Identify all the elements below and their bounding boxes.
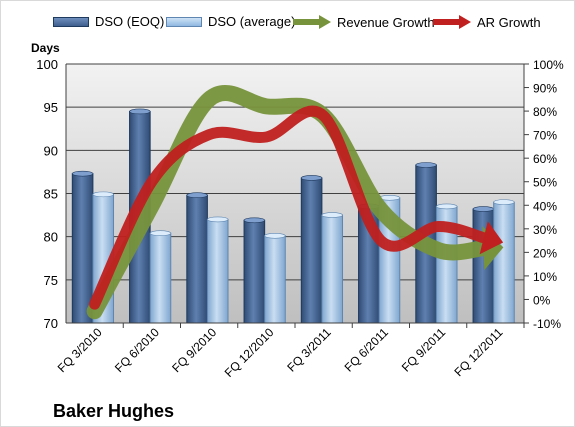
bar-cap-dso-average	[264, 233, 286, 239]
bar-dso-average	[149, 232, 172, 324]
legend-arrow-ar-icon	[433, 15, 471, 29]
legend-item-ar-growth: AR Growth	[431, 14, 541, 30]
bar-cap-dso-average	[493, 199, 515, 205]
y-axis-title: Days	[31, 41, 60, 55]
y2-tick-label: 20%	[533, 246, 557, 260]
ar-growth-arrowhead	[479, 221, 504, 255]
x-tick-label: FQ 6/2010	[112, 325, 162, 375]
bar-cap-dso-average	[207, 216, 229, 223]
y2-tick-label: 0%	[533, 293, 551, 307]
x-tick-label: FQ 9/2011	[399, 325, 449, 375]
x-tick-label: FQ 3/2011	[284, 325, 334, 375]
y2-tick-label: 30%	[533, 223, 557, 237]
legend-label-ar-growth: AR Growth	[477, 14, 541, 30]
bar-dso-average	[321, 214, 344, 324]
x-tick-label: FQ 3/2010	[55, 325, 105, 375]
company-name: Baker Hughes	[53, 401, 175, 421]
bar-dso-average	[493, 201, 515, 324]
y2-tick-label: 60%	[533, 152, 557, 166]
bar-cap-dso-average	[321, 212, 343, 218]
y2-tick-label: 80%	[533, 105, 557, 119]
y2-tick-label: 40%	[533, 199, 557, 213]
bar-dso-eoq	[243, 219, 266, 324]
y2-tick-label: -10%	[533, 317, 561, 331]
bar-cap-dso-average	[436, 203, 458, 210]
bar-dso-eoq	[186, 194, 208, 324]
bar-cap-dso-eoq	[243, 217, 265, 224]
legend-item-dso-eoq: DSO (EOQ)	[53, 14, 164, 29]
legend-item-dso-average: DSO (average)	[166, 14, 295, 29]
bar-cap-dso-average	[149, 230, 172, 237]
legend-label-dso-eoq: DSO (EOQ)	[95, 14, 165, 29]
x-tick-label: FQ 6/2011	[342, 325, 392, 375]
bar-cap-dso-eoq	[129, 108, 151, 115]
y-tick-label: 85	[44, 187, 58, 202]
bar-cap-dso-eoq	[472, 206, 494, 212]
y-tick-label: 75	[44, 273, 58, 288]
y-tick-label: 70	[44, 316, 58, 331]
bar-dso-average	[206, 218, 229, 324]
revenue-growth-line	[86, 85, 492, 320]
y2-tick-label: 70%	[533, 129, 557, 143]
bar-cap-dso-eoq	[186, 192, 208, 199]
bar-dso-eoq	[300, 177, 323, 324]
y-tick-label: 80	[44, 230, 58, 245]
legend-swatch-dso-average	[166, 16, 202, 27]
bar-dso-eoq	[71, 173, 94, 324]
bar-cap-dso-eoq	[415, 162, 437, 168]
legend-label-revenue-growth: Revenue Growth	[337, 14, 435, 30]
bar-cap-dso-eoq	[300, 175, 323, 181]
legend-item-revenue-growth: Revenue Growth	[291, 14, 435, 30]
y-tick-label: 95	[44, 100, 58, 115]
x-tick-label: FQ 12/2010	[222, 325, 277, 380]
legend-label-dso-average: DSO (average)	[208, 14, 296, 29]
y2-tick-label: 90%	[533, 82, 557, 96]
y2-tick-label: 50%	[533, 176, 557, 190]
legend-swatch-dso-eoq	[53, 16, 89, 27]
x-tick-label: FQ 9/2010	[169, 325, 219, 375]
bar-cap-dso-eoq	[71, 170, 94, 177]
y-tick-label: 100	[36, 57, 58, 72]
y2-tick-label: 100%	[533, 58, 564, 72]
y2-tick-label: 10%	[533, 270, 557, 284]
legend-arrow-revenue-icon	[293, 15, 331, 29]
y-tick-label: 90	[44, 143, 58, 158]
growth-lines	[86, 85, 504, 320]
bar-dso-average	[264, 235, 286, 324]
bar-cap-dso-average	[92, 191, 114, 198]
ar-growth-line	[89, 105, 490, 310]
x-tick-label: FQ 12/2011	[451, 325, 505, 379]
